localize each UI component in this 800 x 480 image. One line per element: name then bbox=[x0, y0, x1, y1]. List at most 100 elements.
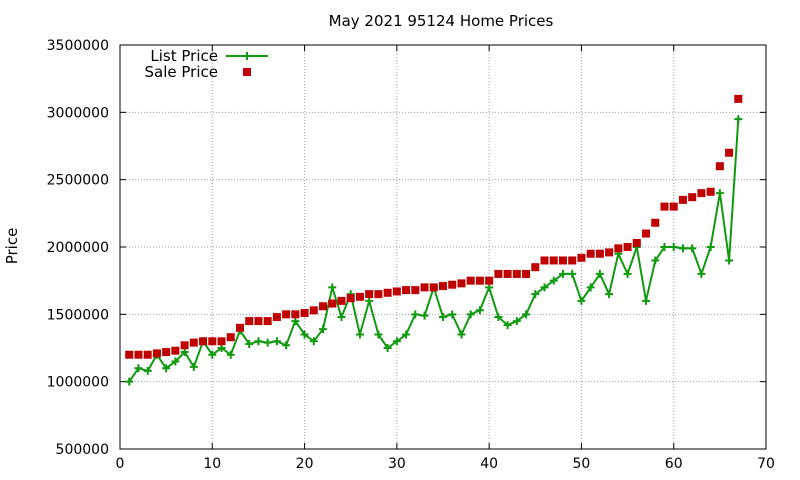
list-price-point bbox=[420, 311, 429, 320]
sale-price-point bbox=[365, 290, 374, 299]
list-price-point bbox=[503, 321, 512, 330]
sale-price-point bbox=[522, 269, 531, 278]
list-price-point bbox=[319, 325, 328, 334]
sale-price-point bbox=[586, 249, 595, 258]
x-tick-label: 30 bbox=[388, 456, 406, 472]
sale-price-point bbox=[217, 337, 226, 346]
sale-price-point bbox=[180, 341, 189, 350]
sale-price-point bbox=[383, 288, 392, 297]
sale-price-point bbox=[531, 263, 540, 272]
sale-price-point bbox=[549, 256, 558, 265]
sale-price-point bbox=[605, 248, 614, 257]
list-price-point bbox=[355, 330, 364, 339]
list-price-point bbox=[558, 269, 567, 278]
list-price-point bbox=[734, 115, 743, 124]
x-tick-label: 40 bbox=[480, 456, 498, 472]
sale-price-point bbox=[355, 292, 364, 301]
legend-swatch-list-price bbox=[226, 52, 268, 60]
y-tick-label: 1000000 bbox=[47, 375, 109, 391]
sale-price-point bbox=[734, 94, 743, 103]
legend-label-list-price: List Price bbox=[150, 47, 218, 65]
sale-price-point bbox=[485, 276, 494, 285]
list-price-point bbox=[512, 317, 521, 326]
sale-price-point bbox=[392, 287, 401, 296]
list-price-point bbox=[189, 362, 198, 371]
y-tick-label: 2500000 bbox=[47, 173, 109, 189]
list-price-point bbox=[291, 317, 300, 326]
sale-price-point bbox=[226, 333, 235, 342]
list-price-point bbox=[402, 330, 411, 339]
list-price-point bbox=[328, 283, 337, 292]
list-price-point bbox=[475, 306, 484, 315]
list-price-point bbox=[411, 310, 420, 319]
list-price-point bbox=[300, 330, 309, 339]
list-price-point bbox=[272, 337, 281, 346]
y-axis-tick-labels: 500000 1000000 1500000 2000000 2500000 300000… bbox=[47, 38, 109, 458]
y-tick-label: 3000000 bbox=[47, 105, 109, 121]
sale-price-point bbox=[660, 202, 669, 211]
sale-price-point bbox=[208, 337, 217, 346]
list-price-point bbox=[494, 313, 503, 322]
sale-price-point bbox=[337, 296, 346, 305]
sale-price-point bbox=[678, 195, 687, 204]
list-price-point bbox=[171, 357, 180, 366]
list-price-point bbox=[337, 313, 346, 322]
x-tick-label: 0 bbox=[116, 456, 125, 472]
sale-price-point bbox=[651, 218, 660, 227]
list-price-point bbox=[715, 189, 724, 198]
list-price-point bbox=[309, 337, 318, 346]
legend-sale-marker bbox=[243, 68, 251, 76]
legend-label-sale-price: Sale Price bbox=[145, 63, 218, 81]
list-price-point bbox=[568, 269, 577, 278]
list-price-point bbox=[125, 377, 134, 386]
sale-price-point bbox=[669, 202, 678, 211]
list-price-point bbox=[365, 296, 374, 305]
sale-price-point bbox=[448, 280, 457, 289]
y-tick-label: 500000 bbox=[56, 442, 109, 458]
list-price-point bbox=[651, 256, 660, 265]
list-price-point bbox=[245, 339, 254, 348]
sale-price-point bbox=[577, 253, 586, 262]
x-tick-label: 60 bbox=[665, 456, 683, 472]
list-price-point bbox=[383, 344, 392, 352]
list-price-point bbox=[540, 283, 549, 292]
sale-price-point bbox=[715, 162, 724, 171]
list-price-point bbox=[217, 344, 226, 352]
sale-price-point bbox=[346, 294, 355, 303]
list-price-point bbox=[595, 269, 604, 278]
x-axis-tick-labels: 0 10 20 30 40 50 60 70 bbox=[116, 456, 775, 472]
list-price-point bbox=[669, 243, 678, 251]
list-price-point bbox=[392, 337, 401, 346]
sale-price-point bbox=[300, 308, 309, 317]
sale-price-point bbox=[199, 337, 208, 346]
sale-price-point bbox=[189, 338, 198, 347]
list-price-point bbox=[531, 290, 540, 299]
list-price-point bbox=[254, 337, 263, 346]
list-price-point bbox=[180, 348, 189, 357]
sale-price-point bbox=[457, 279, 466, 288]
list-price-point bbox=[439, 313, 447, 322]
sale-price-point bbox=[143, 350, 152, 359]
sale-price-point bbox=[558, 256, 567, 265]
list-price-point bbox=[374, 330, 383, 339]
list-price-point bbox=[642, 296, 651, 305]
sale-price-point bbox=[623, 243, 632, 251]
x-tick-label: 20 bbox=[296, 456, 314, 472]
list-price-point bbox=[706, 243, 715, 251]
chart-title: May 2021 95124 Home Prices bbox=[329, 12, 554, 30]
sale-price-point bbox=[309, 306, 318, 315]
list-price-point bbox=[448, 310, 457, 319]
list-price-point bbox=[697, 269, 706, 278]
sale-price-point bbox=[494, 269, 503, 278]
sale-price-point bbox=[402, 286, 411, 295]
list-price-point bbox=[605, 290, 614, 299]
sale-price-point bbox=[162, 348, 171, 357]
list-price-point bbox=[134, 364, 143, 373]
legend: List Price Sale Price bbox=[145, 47, 268, 81]
list-price-point bbox=[678, 244, 687, 253]
sale-price-point bbox=[272, 313, 281, 322]
list-price-point bbox=[725, 256, 734, 265]
sale-price-point bbox=[475, 276, 484, 285]
x-tick-label: 10 bbox=[203, 456, 221, 472]
